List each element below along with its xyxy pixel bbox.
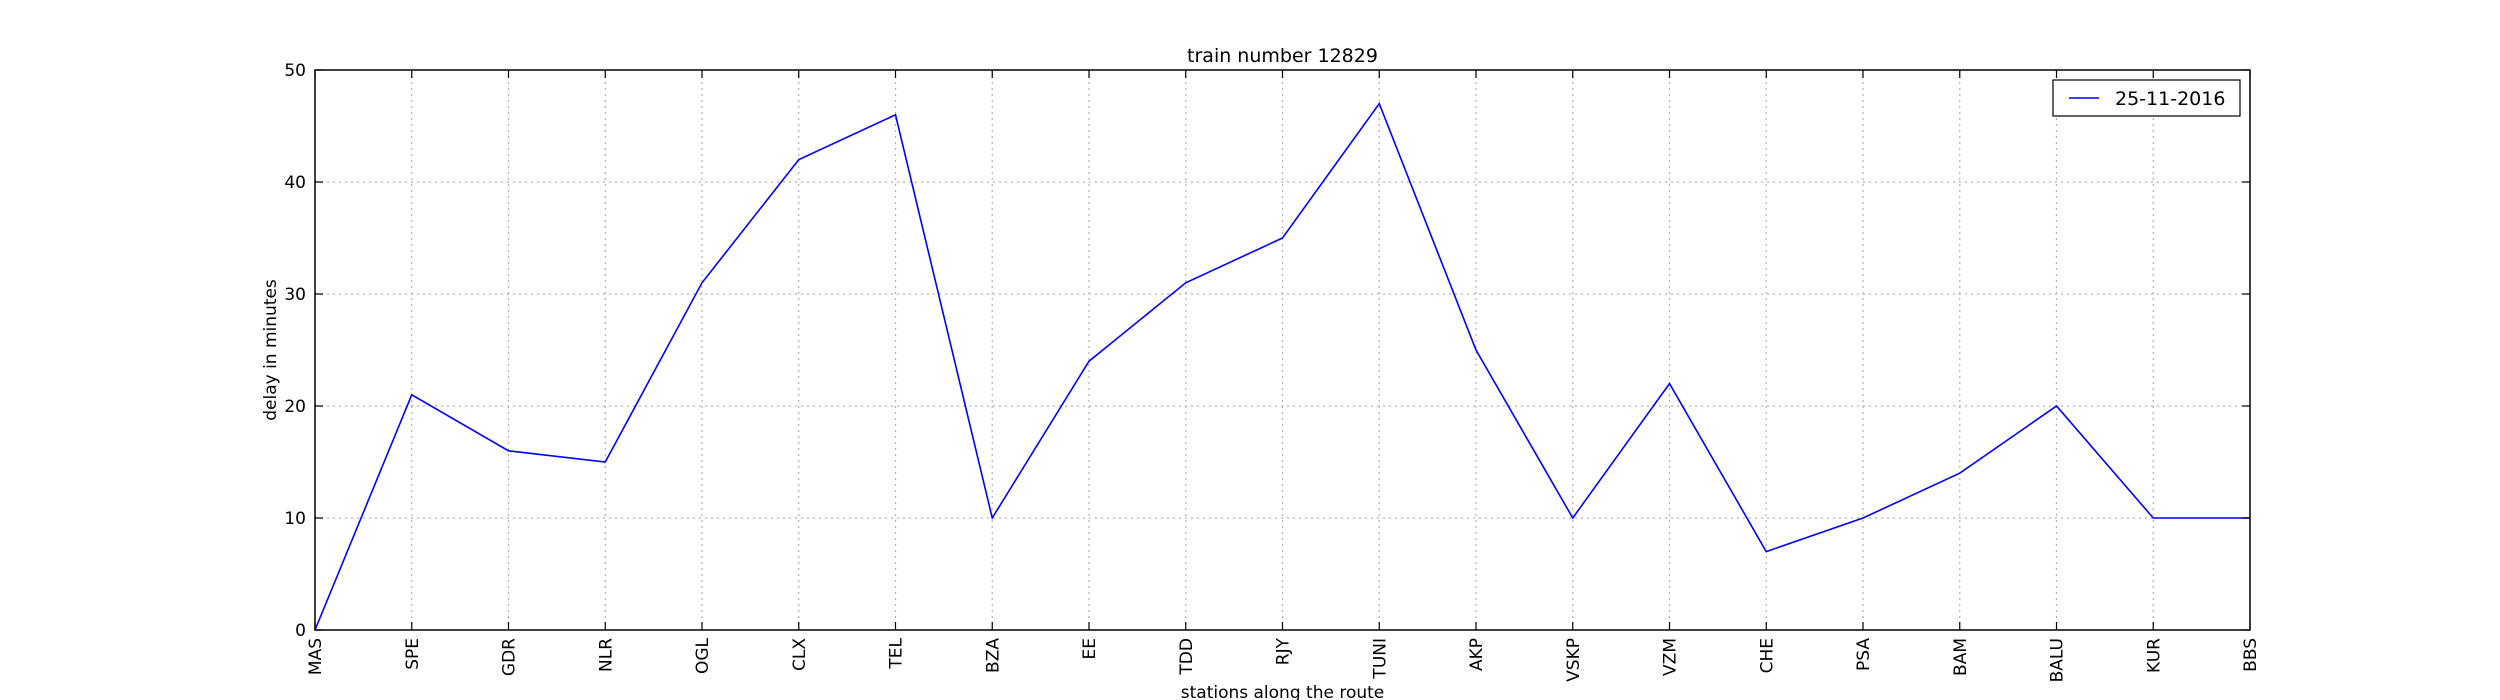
grid-lines [315, 70, 2250, 630]
x-tick-label: CLX [790, 638, 810, 671]
y-tick-label: 40 [284, 173, 306, 193]
x-tick-label: VSKP [1564, 638, 1584, 682]
x-tick-label: SPE [403, 638, 423, 670]
x-tick-label: RJY [1274, 637, 1294, 665]
legend-label: 25-11-2016 [2115, 88, 2225, 110]
x-tick-label: MAS [306, 638, 326, 675]
x-tick-label: CHE [1757, 638, 1777, 673]
x-axis-label: stations along the route [1181, 683, 1385, 700]
chart-title: train number 12829 [1187, 45, 1378, 67]
x-tick-label: BBS [2241, 638, 2261, 672]
x-axis-ticks: MAS SPE GDR NLR OGL CLX TEL BZA EE TDD RJY TUNI AKP V… [306, 70, 2261, 682]
x-tick-label: OGL [693, 637, 713, 674]
x-tick-label: GDR [500, 638, 520, 676]
x-tick-label: AKP [1467, 638, 1487, 671]
x-tick-label: KUR [2144, 638, 2164, 673]
x-tick-label: VZM [1661, 638, 1681, 676]
x-tick-label: TUNI [1370, 638, 1390, 680]
x-tick-label: BZA [983, 638, 1003, 673]
x-tick-label: BAM [1951, 638, 1971, 676]
x-tick-label: EE [1080, 638, 1100, 659]
legend: 25-11-2016 [2052, 79, 2241, 117]
series-line-25-11-2016 [314, 101, 2250, 631]
y-tick-label: 20 [284, 397, 306, 417]
x-tick-label: PSA [1854, 638, 1874, 671]
x-tick-label: TEL [887, 637, 907, 669]
y-axis-label: delay in minutes [261, 279, 281, 421]
x-tick-label: BALU [2048, 638, 2068, 682]
y-tick-label: 50 [284, 61, 306, 81]
x-tick-label: NLR [596, 638, 616, 672]
x-tick-label: TDD [1177, 638, 1197, 676]
y-axis-ticks: 0 10 20 30 40 50 [284, 61, 2250, 641]
y-tick-label: 0 [295, 621, 306, 641]
y-tick-label: 10 [284, 509, 306, 529]
y-tick-label: 30 [284, 285, 306, 305]
